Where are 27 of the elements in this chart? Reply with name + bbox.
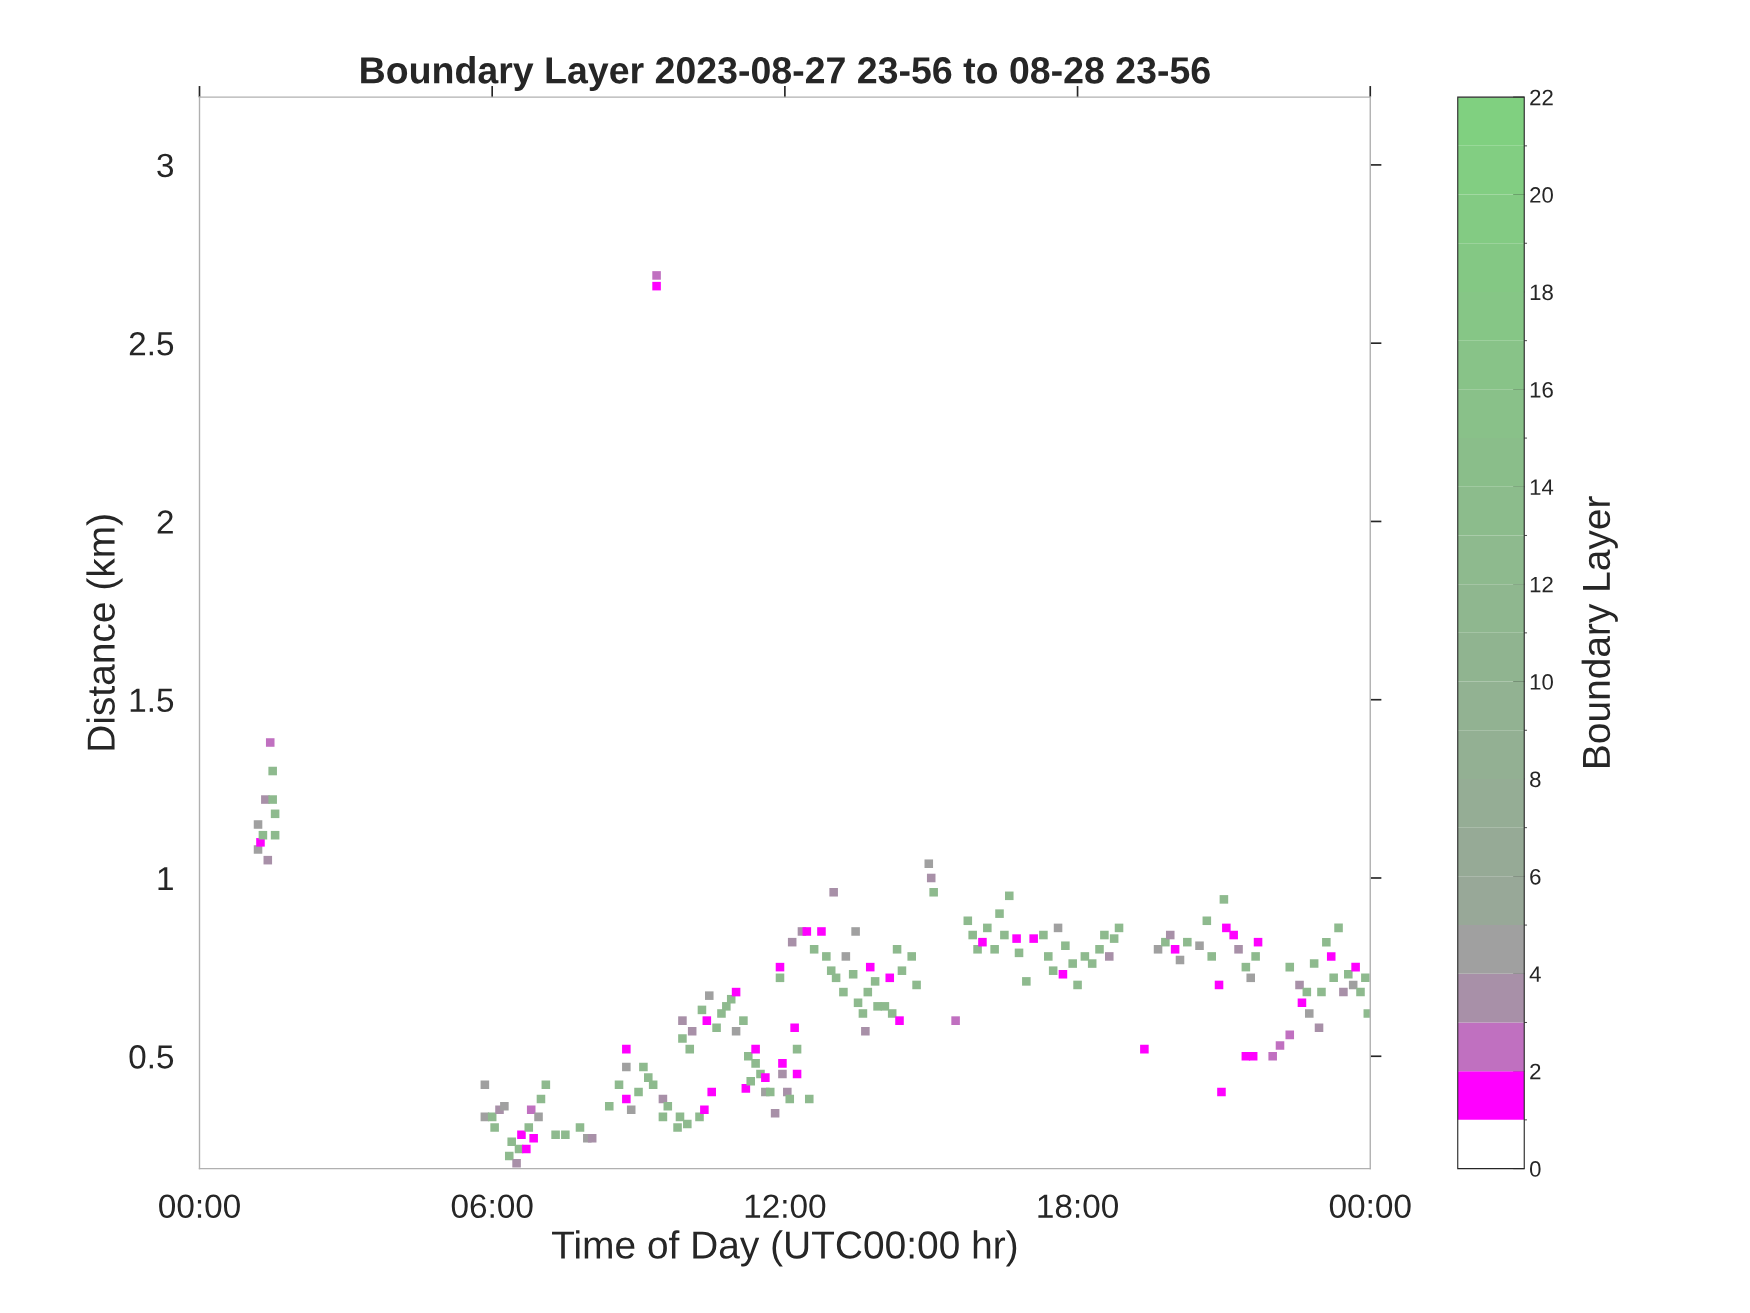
y-tick-label: 0.5 <box>129 1045 174 1069</box>
color-bar-label: 2 <box>1530 1063 1541 1080</box>
color-bar-label: 8 <box>1530 771 1541 788</box>
chart-title: Boundary Layer 2023-08-27 23-56 to 08-28 23-56 <box>361 56 1210 92</box>
y-tick-label: 2 <box>157 510 173 534</box>
x-axis-title: Time of Day (UTC00:00 hr) <box>552 1230 1017 1267</box>
color-bar-label: 18 <box>1530 284 1553 301</box>
x-tick-label: 12:00 <box>745 1194 826 1219</box>
color-bar-label: 10 <box>1530 674 1553 690</box>
color-bar-title: Boundary Layer <box>1581 496 1618 767</box>
y-tick-label: 1.5 <box>130 688 174 713</box>
x-tick-label: 18:00 <box>1038 1194 1118 1219</box>
color-bar-label: 16 <box>1530 381 1553 398</box>
color-bar-label: 12 <box>1530 576 1553 593</box>
x-tick-label: 00:00 <box>1329 1194 1411 1219</box>
color-bar-label: 20 <box>1530 187 1553 203</box>
color-bar-label: 14 <box>1530 479 1554 495</box>
color-bar-label: 0 <box>1529 1161 1541 1177</box>
color-bar-label: 4 <box>1529 966 1541 982</box>
y-tick-label: 1 <box>158 867 173 891</box>
y-tick-label: 2.5 <box>129 331 174 356</box>
y-tick-label: 3 <box>157 153 174 178</box>
color-bar-label: 6 <box>1530 868 1541 885</box>
x-tick-label: 06:00 <box>451 1194 533 1219</box>
y-axis-title: Distance (km) <box>86 515 123 750</box>
x-tick-label: 00:00 <box>159 1194 240 1219</box>
color-bar-label: 22 <box>1530 89 1553 106</box>
